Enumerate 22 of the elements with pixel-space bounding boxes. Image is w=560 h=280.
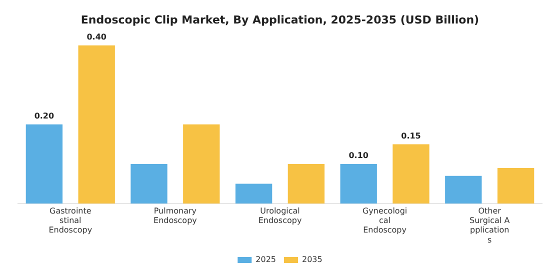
bar: [235, 184, 272, 204]
data-label: 0.10: [348, 151, 369, 160]
legend-label: 2025: [256, 255, 276, 264]
bar: [497, 168, 534, 204]
legend-label: 2035: [302, 255, 322, 264]
x-tick-label: Gastrointe stinal Endoscopy: [48, 206, 92, 235]
bar: [130, 164, 168, 204]
data-label: 0.40: [86, 32, 107, 42]
x-tick-label: Urological Endoscopy: [258, 206, 302, 226]
bar: [340, 164, 377, 204]
bar: [392, 144, 430, 204]
data-label: 0.20: [34, 111, 54, 120]
x-tick-label: Other Surgical A pplication s: [470, 206, 510, 244]
bar: [445, 176, 482, 204]
bar: [183, 124, 220, 204]
data-label: 0.15: [401, 131, 422, 140]
chart-title: Endoscopic Clip Market, By Application, 2025-2035 (USD Billion): [80, 13, 480, 26]
bar: [78, 45, 115, 204]
x-tick-label: Gynecologi cal Endoscopy: [362, 206, 408, 235]
x-tick-label: Pulmonary Endoscopy: [154, 206, 198, 226]
bar: [288, 164, 325, 204]
bar: [26, 124, 63, 204]
